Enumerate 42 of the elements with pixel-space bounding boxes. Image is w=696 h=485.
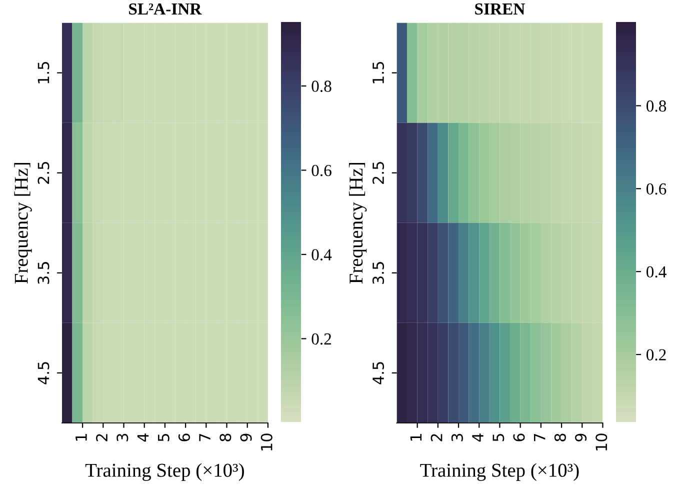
x-tick-label: 5	[492, 434, 504, 442]
x-tick-label: 7	[534, 434, 546, 442]
y-tick-label: 1.5	[372, 62, 384, 84]
color-bar-label: 0.4	[646, 266, 666, 278]
y-axis-title: Frequency [Hz]	[14, 163, 32, 284]
y-axis-title: Frequency [Hz]	[348, 163, 367, 284]
y-tick-label: 4.5	[38, 362, 50, 384]
color-bar-label: 0.8	[312, 80, 332, 92]
x-tick-label: 3	[116, 434, 128, 442]
x-axis-title: Training Step (×10³)	[420, 463, 579, 481]
x-axis-title: Training Step (×10³)	[85, 463, 244, 481]
x-tick-label: 6	[513, 434, 525, 442]
x-tick-label: 9	[240, 434, 252, 442]
color-bar-label: 0.8	[646, 100, 666, 112]
y-tick-label: 1.5	[38, 62, 50, 84]
x-tick-label: 5	[158, 434, 170, 442]
y-tick-label: 2.5	[372, 162, 384, 184]
x-tick-label: 7	[199, 434, 210, 442]
color-bar-label: 0.6	[312, 164, 332, 176]
chart-title: SL²A-INR	[129, 3, 202, 15]
x-tick-label: 2	[430, 434, 442, 442]
y-tick-label: 2.5	[38, 162, 50, 184]
x-tick-label: 10	[596, 434, 608, 450]
x-tick-label: 3	[451, 434, 463, 442]
x-tick-label: 4	[137, 434, 149, 442]
x-tick-label: 4	[472, 434, 484, 442]
y-tick-label: 3.5	[38, 262, 50, 284]
color-bar-label: 0.6	[646, 183, 666, 195]
x-tick-label: 1	[76, 434, 87, 441]
y-tick-label: 4.5	[372, 362, 384, 384]
color-bar-label: 0.2	[312, 333, 332, 345]
x-tick-label: 10	[260, 434, 272, 450]
x-tick-label: 8	[220, 434, 232, 442]
color-bar-label: 0.4	[312, 249, 332, 260]
x-tick-label: 2	[96, 434, 108, 442]
chart-title: SIREN	[475, 3, 525, 15]
x-tick-label: 6	[178, 434, 190, 442]
x-tick-label: 9	[575, 434, 587, 442]
color-bar-label: 0.2	[646, 349, 666, 361]
x-tick-label: 1	[410, 434, 422, 441]
y-tick-label: 3.5	[372, 262, 384, 284]
x-tick-label: 8	[554, 434, 566, 442]
